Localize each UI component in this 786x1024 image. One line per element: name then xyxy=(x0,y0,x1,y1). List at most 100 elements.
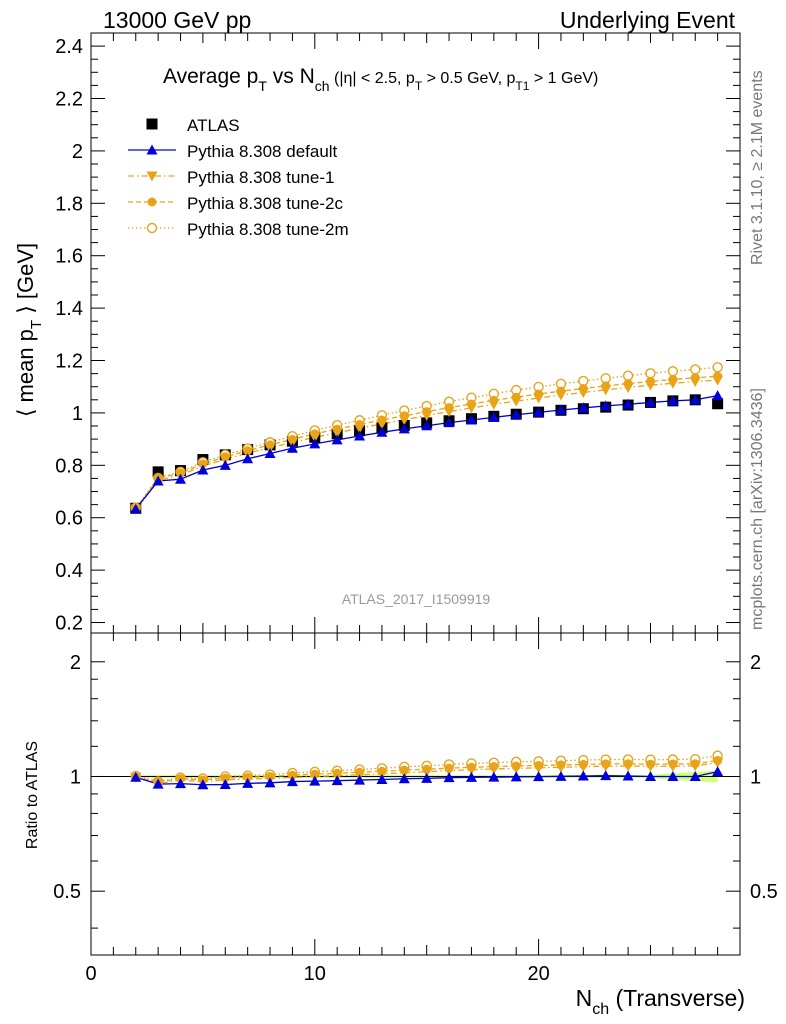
mc-data-point xyxy=(421,420,433,431)
legend-marker xyxy=(146,144,158,155)
mc-data-point xyxy=(398,415,410,426)
mc-data-point xyxy=(354,430,366,441)
ratio-frame xyxy=(90,632,741,956)
ratio-data-point xyxy=(667,770,679,781)
ratio-data-point xyxy=(443,772,455,783)
mc-data-point xyxy=(465,414,477,425)
ratio-data-point xyxy=(331,775,343,786)
mc-data-point xyxy=(712,390,724,401)
y-tick-label: 1.2 xyxy=(55,351,83,373)
atlas-data-point xyxy=(152,466,164,478)
ratio-data-point xyxy=(175,778,187,789)
ratio-data-point xyxy=(152,778,164,789)
ratio-data-point xyxy=(600,761,612,772)
ratio-y-tick-label: 0.5 xyxy=(53,881,81,903)
mc-data-point xyxy=(331,434,343,445)
mc-data-point xyxy=(242,453,254,464)
ratio-data-point xyxy=(242,777,254,788)
ratio-data-point xyxy=(667,761,679,772)
legend-label: ATLAS xyxy=(187,116,240,135)
analysis-watermark: ATLAS_2017_I1509919 xyxy=(342,591,491,607)
ratio-data-point xyxy=(600,770,612,781)
ratio-data-point xyxy=(577,762,589,773)
mc-data-point xyxy=(309,438,321,449)
y-tick-label: 0.8 xyxy=(55,455,83,477)
y-tick-label: 0.6 xyxy=(55,508,83,530)
legend-label: Pythia 8.308 default xyxy=(187,142,338,161)
mc-data-point xyxy=(555,404,567,415)
ratio-data-point xyxy=(712,766,724,777)
legend-label: Pythia 8.308 tune-2m xyxy=(187,220,349,239)
legend-marker xyxy=(147,197,157,207)
main-panel: 0.2 0.4 0.6 0.8 1 1.2 1.4 1.6 1.8 2 2.2 2.4 xyxy=(55,32,741,635)
mc-data-point xyxy=(488,411,500,422)
mc-data-point xyxy=(175,473,187,484)
ratio-data-point xyxy=(510,771,522,782)
y-tick-label: 1.4 xyxy=(55,298,83,320)
legend: ATLAS Pythia 8.308 default Pythia 8.308 tu… xyxy=(128,116,349,239)
mc-data-point xyxy=(286,442,298,453)
mc-data-point xyxy=(533,406,545,417)
ratio-y-tick-label: 1 xyxy=(70,766,81,788)
plot-title: Average pT vs Nch (|η| < 2.5, pT > 0.5 G… xyxy=(163,65,598,94)
mc-data-point xyxy=(152,475,164,486)
legend-marker xyxy=(146,171,158,182)
ratio-data-point xyxy=(577,770,589,781)
mc-data-point xyxy=(667,366,679,377)
y-tick-label: 2 xyxy=(72,141,83,163)
mc-data-point xyxy=(219,454,231,465)
ratio-data-point xyxy=(622,761,634,772)
mc-data-point xyxy=(354,423,366,434)
mc-data-point xyxy=(555,390,567,401)
ratio-data-point xyxy=(465,771,477,782)
ratio-y-tick-label-right: 2 xyxy=(750,652,761,674)
mc-data-point xyxy=(421,411,433,422)
ratio-y-tick-label-right: 1 xyxy=(750,766,761,788)
ratio-data-point xyxy=(130,771,142,782)
y-tick-label: 0.4 xyxy=(55,560,83,582)
ratio-data-point xyxy=(689,770,701,781)
ratio-data-point xyxy=(398,768,410,779)
mc-data-point xyxy=(622,370,634,381)
mc-data-point xyxy=(667,395,679,406)
mc-data-point xyxy=(644,396,656,407)
y-tick-label: 1.8 xyxy=(55,193,83,215)
mc-data-point xyxy=(443,417,455,428)
mc-data-point xyxy=(465,403,477,414)
ratio-data-point xyxy=(219,779,231,790)
ratio-data-point xyxy=(533,763,545,774)
ratio-panel: 0 10 20 0.5 0.5 1 1 2 2 xyxy=(53,632,778,985)
ratio-data-point xyxy=(488,764,500,775)
mc-data-point xyxy=(488,399,500,410)
ratio-series-line xyxy=(135,762,718,785)
ratio-data-point xyxy=(376,773,388,784)
series-line xyxy=(135,379,718,510)
mc-data-point xyxy=(689,394,701,405)
mcplots-label: mcplots.cern.ch [arXiv:1306.3436] xyxy=(749,388,766,630)
y-tick-label: 1.6 xyxy=(55,246,83,268)
mc-data-point xyxy=(644,380,656,391)
series-line xyxy=(135,366,718,509)
ratio-y-tick-label: 2 xyxy=(70,652,81,674)
ratio-data-point xyxy=(354,774,366,785)
mc-data-point xyxy=(689,376,701,387)
ratio-y-tick-label-right: 0.5 xyxy=(750,881,778,903)
mc-data-point xyxy=(443,407,455,418)
legend-label: Pythia 8.308 tune-1 xyxy=(187,168,334,187)
rivet-label: Rivet 3.1.10, ≥ 2.1M events xyxy=(749,70,766,265)
ratio-data-point xyxy=(488,771,500,782)
mc-data-point xyxy=(600,385,612,396)
mc-data-point xyxy=(309,432,321,443)
mc-data-point xyxy=(533,393,545,404)
mc-data-point xyxy=(622,398,634,409)
mc-data-point xyxy=(130,503,142,514)
mc-data-point xyxy=(331,428,343,439)
ratio-data-point xyxy=(533,771,545,782)
header-right: Underlying Event xyxy=(560,7,736,33)
ratio-data-point xyxy=(421,767,433,778)
mc-data-point xyxy=(376,426,388,437)
mc-data-point xyxy=(667,378,679,389)
ratio-data-point xyxy=(421,772,433,783)
mc-data-point xyxy=(690,364,701,375)
mc-data-point xyxy=(577,402,589,413)
